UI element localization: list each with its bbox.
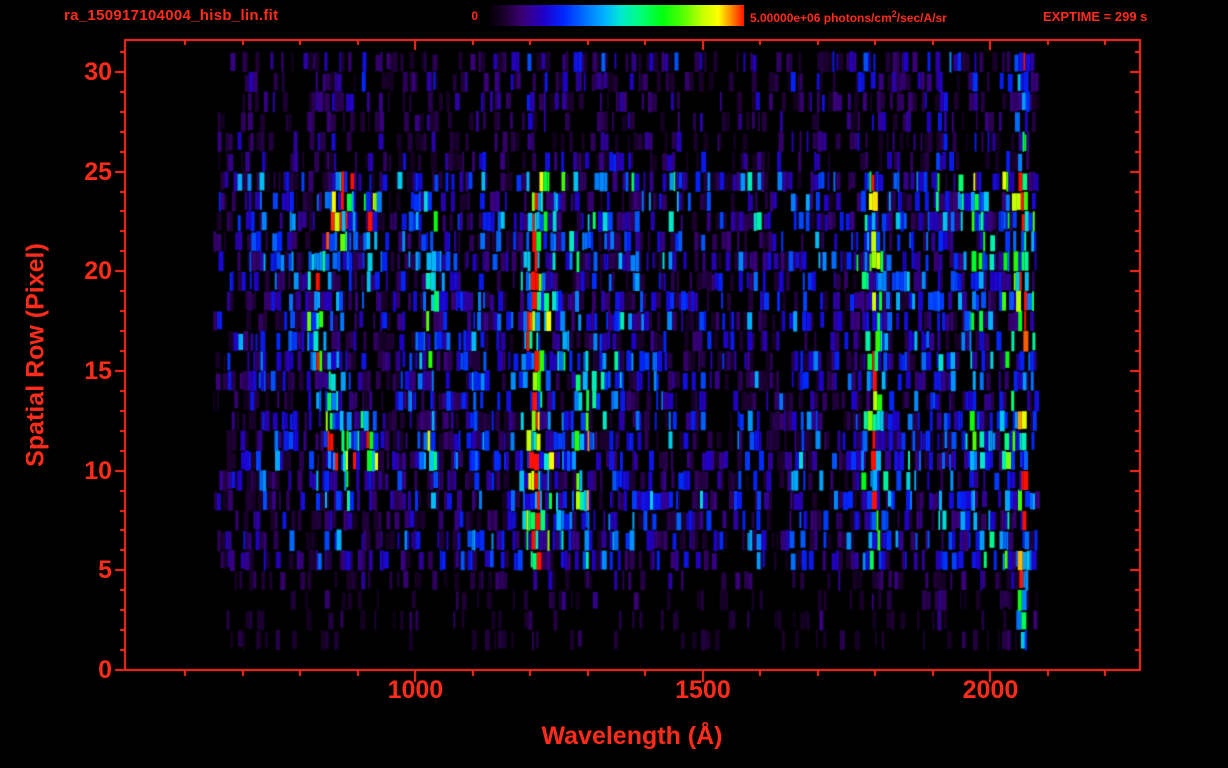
x-tick-label-1000: 1000 — [387, 676, 444, 704]
y-axis-title: Spatial Row (Pixel) — [21, 243, 50, 467]
colorbar-gradient — [487, 5, 744, 26]
y-tick-label-30: 30 — [84, 57, 112, 86]
x-tick-label-2000: 2000 — [962, 676, 1019, 704]
y-tick-label-25: 25 — [84, 157, 112, 186]
filename-title: ra_150917104004_hisb_lin.fit — [64, 7, 279, 24]
colorbar-max-label: 5.00000e+06 photons/cm2/sec/A/sr — [750, 9, 947, 25]
colorbar-max-suffix: /sec/A/sr — [896, 11, 947, 25]
colorbar-max-sup: 2 — [891, 9, 897, 19]
y-tick-label-0: 0 — [98, 656, 112, 684]
x-tick-label-1500: 1500 — [675, 676, 731, 704]
colorbar-min-label: 0 — [471, 9, 478, 23]
y-tick-label-5: 5 — [98, 556, 112, 585]
x-axis-title: Wavelength (Å) — [541, 722, 723, 750]
exptime-label: EXPTIME = 299 s — [1043, 9, 1148, 24]
y-tick-label-15: 15 — [84, 356, 112, 385]
y-tick-label-20: 20 — [84, 257, 112, 286]
y-tick-label-10: 10 — [84, 456, 112, 485]
colorbar-max-prefix: 5.00000e+06 photons/cm — [750, 11, 892, 25]
